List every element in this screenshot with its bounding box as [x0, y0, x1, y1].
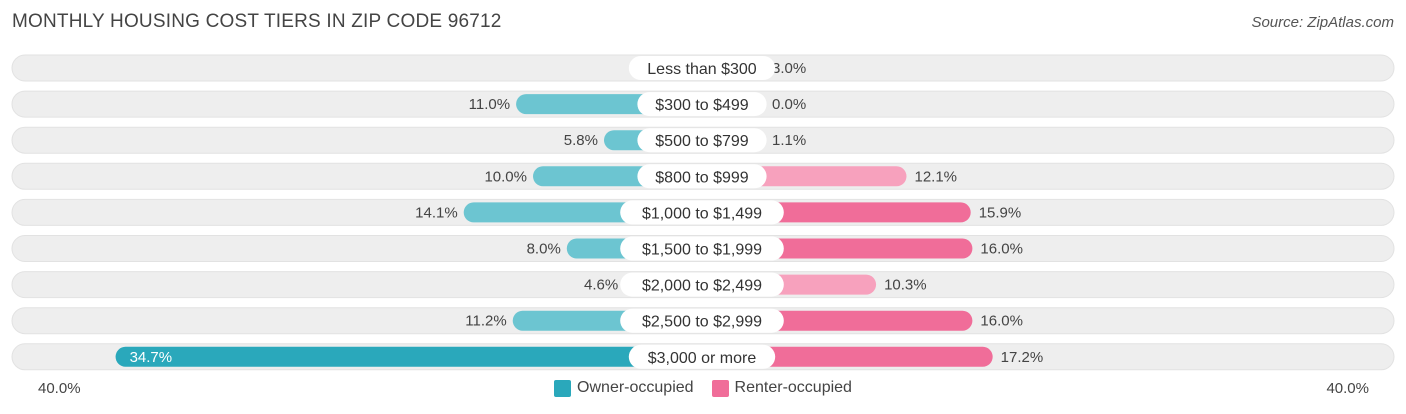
category-pill: [637, 128, 767, 153]
value-label-renter: 0.0%: [772, 96, 806, 113]
bar-row: 14.1% 15.9% $1,000 to $1,499: [11, 198, 1395, 226]
source-credit: Source: ZipAtlas.com: [1251, 14, 1394, 31]
category-pill: [628, 344, 776, 369]
bar-row: 4.6% 10.3% $2,000 to $2,499: [11, 271, 1395, 299]
bar-row: 5.8% 1.1% $500 to $799: [11, 126, 1395, 154]
category-label: $2,000 to $2,499: [642, 278, 762, 295]
category-pill: [620, 236, 784, 261]
legend-label-renter: Renter-occupied: [734, 379, 852, 396]
value-label-owner: 10.0%: [484, 168, 527, 185]
value-label-owner: 34.7%: [130, 349, 173, 366]
value-label-renter: 15.9%: [979, 204, 1022, 221]
legend-label-owner: Owner-occupied: [577, 379, 694, 396]
category-label: $300 to $499: [655, 97, 749, 114]
category-label: $2,500 to $2,999: [642, 314, 762, 331]
axis-label-left: 40.0%: [38, 380, 81, 397]
bar-row: 10.0% 12.1% $800 to $999: [11, 162, 1395, 190]
value-label-renter: 16.0%: [980, 241, 1023, 258]
bar-row: 0.56%3.0%Less than $300: [11, 54, 1395, 82]
category-pill: [637, 164, 767, 189]
value-label-renter: 1.1%: [772, 132, 806, 149]
value-label-renter: 17.2%: [1001, 349, 1044, 366]
category-label: $800 to $999: [655, 169, 749, 186]
bar-row: 8.0% 16.0% $1,500 to $1,999: [11, 235, 1395, 262]
value-label-owner: 11.2%: [465, 313, 506, 330]
category-label: $1,500 to $1,999: [642, 242, 762, 259]
value-label-renter: 3.0%: [772, 60, 806, 77]
category-pill: [628, 56, 776, 80]
value-label-renter: 16.0%: [980, 313, 1023, 330]
value-label-owner: 8.0%: [527, 241, 561, 258]
bar-row: 11.0% 0.0% $300 to $499: [11, 90, 1395, 118]
legend-item-owner[interactable]: Owner-occupied: [554, 379, 694, 397]
category-pill: [637, 92, 767, 117]
legend: Owner-occupied Renter-occupied: [0, 379, 1406, 397]
bar-owner: [115, 346, 712, 367]
value-label-renter: 12.1%: [914, 168, 957, 185]
category-pill: [620, 200, 784, 225]
bar-row: 11.2% 16.0% $2,500 to $2,999: [11, 307, 1395, 335]
category-pill: [620, 308, 784, 333]
category-label: $500 to $799: [655, 133, 749, 150]
legend-item-renter[interactable]: Renter-occupied: [711, 379, 852, 397]
axis-label-right: 40.0%: [1326, 380, 1369, 397]
value-label-owner: 11.0%: [469, 96, 510, 113]
bar-row: 34.7% 17.2% $3,000 or more: [11, 343, 1395, 371]
category-label: $1,000 to $1,499: [642, 205, 762, 222]
value-label-renter: 10.3%: [884, 277, 927, 294]
legend-swatch-renter: [711, 379, 729, 397]
value-label-owner: 5.8%: [564, 132, 598, 149]
category-label: Less than $300: [647, 61, 757, 78]
value-label-owner: 14.1%: [415, 204, 458, 221]
value-label-owner: 4.6%: [584, 277, 618, 294]
chart-title: MONTHLY HOUSING COST TIERS IN ZIP CODE 9…: [12, 11, 502, 32]
category-label: $3,000 or more: [648, 350, 757, 367]
legend-swatch-owner: [554, 379, 572, 397]
category-pill: [620, 272, 784, 297]
